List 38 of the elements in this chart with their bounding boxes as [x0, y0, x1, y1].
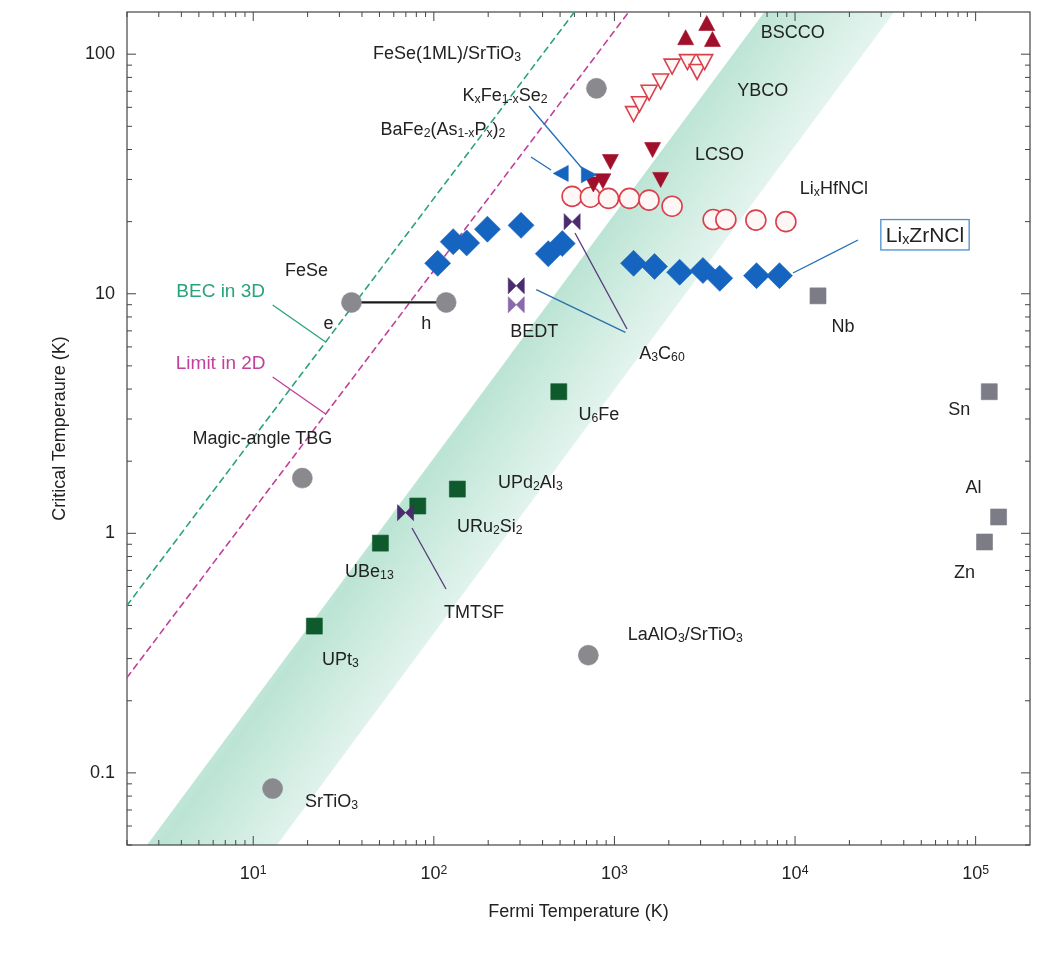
- annotation: Magic-angle TBG: [192, 427, 333, 448]
- annotation: Nb: [831, 315, 855, 336]
- annotation: YBCO: [737, 79, 789, 100]
- annotation: BSCCO: [760, 21, 825, 42]
- y-tick-label: 10: [94, 282, 115, 303]
- annotation: FeSe(1ML)/SrTiO$_{3}$: [372, 42, 522, 64]
- annotation: UPd$_{2}$Al$_{3}$: [498, 471, 563, 493]
- y-axis-title: Critical Temperaure (K): [49, 336, 69, 521]
- x-tick-label: 10$^{3}$: [601, 863, 629, 883]
- annotation: TMTSF: [444, 601, 504, 622]
- y-tick-label: 1: [104, 522, 115, 543]
- annotation: SrTiO$_{3}$: [305, 790, 359, 812]
- x-tick-label: 10$^{1}$: [239, 863, 267, 883]
- annotation: U$_{6}$Fe: [578, 403, 620, 425]
- text: Limit in 2D: [175, 352, 266, 374]
- annotation: LCSO: [695, 144, 745, 165]
- annotation: UPt$_{3}$: [321, 648, 359, 670]
- x-tick-label: 10$^{2}$: [420, 863, 448, 883]
- annotation: BEDT: [510, 320, 559, 341]
- annotation: A$_{3}$C$_{60}$: [639, 342, 685, 364]
- annotation: K$_{x}$Fe$_{1-x}$Se$_{2}$: [462, 84, 548, 106]
- text: BEC in 3D: [176, 279, 266, 301]
- annotation: BaFe$_{2}$(As$_{1-x}$P$_{x}$)$_{2}$: [380, 118, 506, 140]
- y-tick-label: 0.1: [89, 761, 115, 782]
- x-axis-title: Fermi Temperature (K): [488, 901, 669, 921]
- y-tick-label: 100: [84, 42, 115, 63]
- annotation: UBe$_{13}$: [345, 560, 394, 582]
- annotation: e: [323, 313, 334, 334]
- x-tick-label: 10$^{4}$: [781, 863, 809, 883]
- annotation: Zn: [954, 561, 976, 582]
- x-tick-label: 10$^{5}$: [962, 863, 990, 883]
- annotation: Li$_{x}$HfNCl: [799, 177, 868, 199]
- annotation: Sn: [948, 398, 971, 419]
- annotation: URu$_{2}$Si$_{2}$: [456, 515, 523, 537]
- annotation: Al: [965, 476, 982, 497]
- annotation: FeSe: [284, 260, 329, 281]
- annotation: LaAlO$_{3}$/SrTiO$_{3}$: [627, 623, 744, 645]
- annotation: h: [421, 313, 432, 334]
